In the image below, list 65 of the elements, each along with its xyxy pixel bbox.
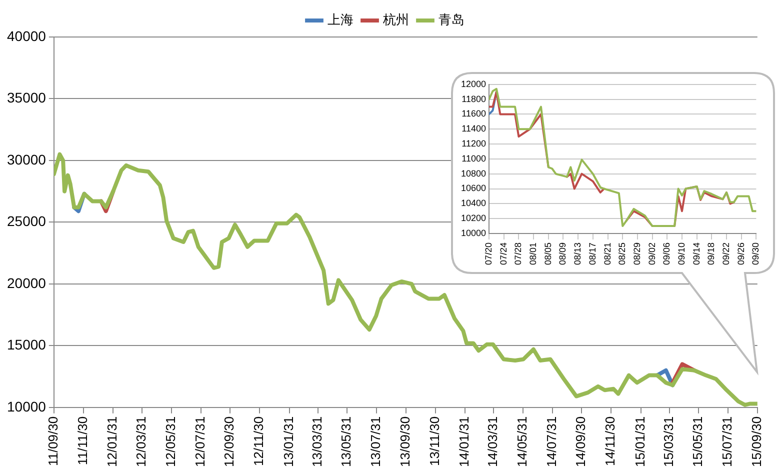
y-tick-label: 25000 bbox=[6, 213, 46, 230]
x-tick-label: 13/09/30 bbox=[397, 416, 412, 468]
x-tick-label: 09/06 bbox=[662, 242, 672, 266]
y-tick-label: 11000 bbox=[462, 153, 486, 164]
y-tick-label: 11600 bbox=[462, 108, 486, 119]
x-tick-label: 08/25 bbox=[617, 242, 628, 266]
x-tick-label: 15/03/31 bbox=[660, 416, 676, 468]
x-tick-label: 09/10 bbox=[676, 242, 686, 266]
x-tick-label: 08/09 bbox=[558, 242, 568, 266]
x-tick-label: 08/17 bbox=[587, 242, 598, 266]
x-tick-label: 15/09/30 bbox=[748, 416, 764, 468]
x-tick-label: 12/05/31 bbox=[162, 416, 178, 468]
x-tick-label: 12/03/31 bbox=[134, 416, 149, 468]
y-tick-label: 10000 bbox=[460, 228, 486, 238]
x-tick-label: 12/01/31 bbox=[104, 416, 120, 468]
y-tick-label: 40000 bbox=[6, 28, 46, 44]
x-tick-label: 12/07/31 bbox=[192, 416, 208, 468]
y-tick-label: 35000 bbox=[6, 90, 46, 106]
legend-label: 杭州 bbox=[382, 12, 409, 28]
x-tick-label: 13/03/31 bbox=[309, 416, 324, 468]
x-tick-label: 13/11/30 bbox=[426, 416, 442, 466]
x-tick-label: 14/09/30 bbox=[573, 416, 588, 468]
x-tick-label: 09/22 bbox=[721, 242, 731, 266]
x-tick-label: 11/11/30 bbox=[74, 416, 90, 466]
x-tick-label: 07/28 bbox=[513, 242, 524, 266]
legend-label: 上海 bbox=[327, 12, 354, 28]
y-tick-label: 15000 bbox=[6, 336, 46, 353]
x-tick-label: 11/09/30 bbox=[46, 416, 61, 466]
x-tick-label: 09/14 bbox=[691, 242, 702, 266]
x-tick-label: 13/07/31 bbox=[368, 416, 384, 468]
x-tick-label: 14/07/31 bbox=[544, 416, 559, 468]
x-tick-label: 13/05/31 bbox=[338, 416, 354, 468]
y-tick-label: 10000 bbox=[6, 398, 46, 414]
x-tick-label: 12/09/30 bbox=[222, 416, 237, 468]
x-tick-label: 08/29 bbox=[632, 242, 642, 266]
x-tick-label: 08/21 bbox=[602, 242, 612, 266]
x-tick-label: 07/24 bbox=[498, 242, 508, 266]
x-tick-label: 15/01/31 bbox=[632, 416, 648, 468]
x-tick-label: 14/01/31 bbox=[456, 416, 472, 468]
y-tick-label: 11400 bbox=[462, 124, 486, 134]
x-tick-label: 08/05 bbox=[542, 242, 553, 266]
x-tick-label: 09/18 bbox=[706, 242, 716, 266]
y-tick-label: 11800 bbox=[462, 94, 486, 104]
x-tick-label: 14/03/31 bbox=[485, 416, 500, 468]
x-tick-label: 09/26 bbox=[736, 242, 746, 266]
x-tick-label: 09/02 bbox=[646, 242, 657, 266]
y-tick-label: 12000 bbox=[460, 78, 486, 89]
x-tick-label: 09/30 bbox=[750, 242, 761, 266]
y-tick-label: 11200 bbox=[462, 138, 486, 149]
y-tick-label: 10800 bbox=[460, 168, 486, 178]
x-tick-label: 12/11/30 bbox=[251, 416, 266, 466]
y-tick-label: 10400 bbox=[460, 198, 486, 208]
y-tick-label: 10200 bbox=[460, 213, 486, 224]
y-tick-label: 20000 bbox=[6, 274, 46, 291]
y-tick-label: 10600 bbox=[460, 183, 486, 194]
x-tick-label: 13/01/31 bbox=[280, 416, 296, 468]
x-tick-label: 08/13 bbox=[572, 242, 583, 266]
x-tick-label: 14/11/30 bbox=[602, 416, 618, 466]
x-tick-label: 15/05/31 bbox=[690, 416, 706, 468]
x-tick-label: 08/01 bbox=[528, 242, 538, 266]
legend-label: 青岛 bbox=[438, 12, 464, 28]
x-tick-label: 07/20 bbox=[484, 242, 494, 266]
y-tick-label: 30000 bbox=[6, 151, 46, 168]
x-tick-label: 15/07/31 bbox=[720, 416, 735, 468]
x-tick-label: 14/05/31 bbox=[514, 416, 530, 468]
